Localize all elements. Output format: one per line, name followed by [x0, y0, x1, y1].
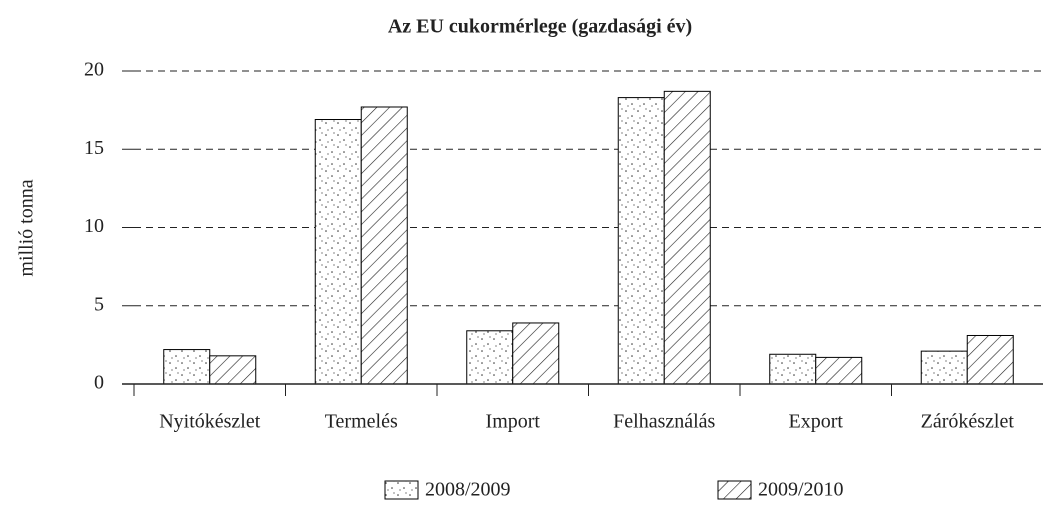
y-tick-label: 0 — [94, 372, 104, 394]
y-tick-label: 15 — [84, 137, 104, 159]
bar — [360, 106, 408, 385]
legend-label: 2008/2009 — [425, 479, 511, 501]
legend-swatch — [384, 480, 419, 500]
bar — [314, 119, 362, 385]
x-tick-label: Zárókészlet — [921, 411, 1015, 433]
bar — [512, 322, 560, 385]
y-axis-label: millió tonna — [16, 179, 38, 276]
bar — [163, 349, 211, 385]
chart-title: Az EU cukormérlege (gazdasági év) — [388, 16, 692, 38]
bar — [815, 356, 863, 385]
bar — [617, 97, 665, 385]
bar — [466, 330, 514, 385]
x-tick-label: Export — [789, 411, 844, 433]
legend-label: 2009/2010 — [758, 479, 844, 501]
y-tick-label: 5 — [94, 293, 104, 315]
x-tick-label: Import — [486, 411, 541, 433]
bar — [769, 353, 817, 385]
y-tick-label: 20 — [84, 59, 104, 81]
x-tick-label: Nyitókészlet — [159, 411, 261, 433]
legend-swatch — [717, 480, 752, 500]
y-tick-label: 10 — [84, 215, 104, 237]
bar — [920, 350, 968, 385]
x-tick-label: Felhasználás — [613, 411, 715, 433]
bar — [209, 355, 257, 385]
x-tick-label: Termelés — [325, 411, 398, 433]
bar — [966, 334, 1014, 385]
bar — [663, 90, 711, 385]
